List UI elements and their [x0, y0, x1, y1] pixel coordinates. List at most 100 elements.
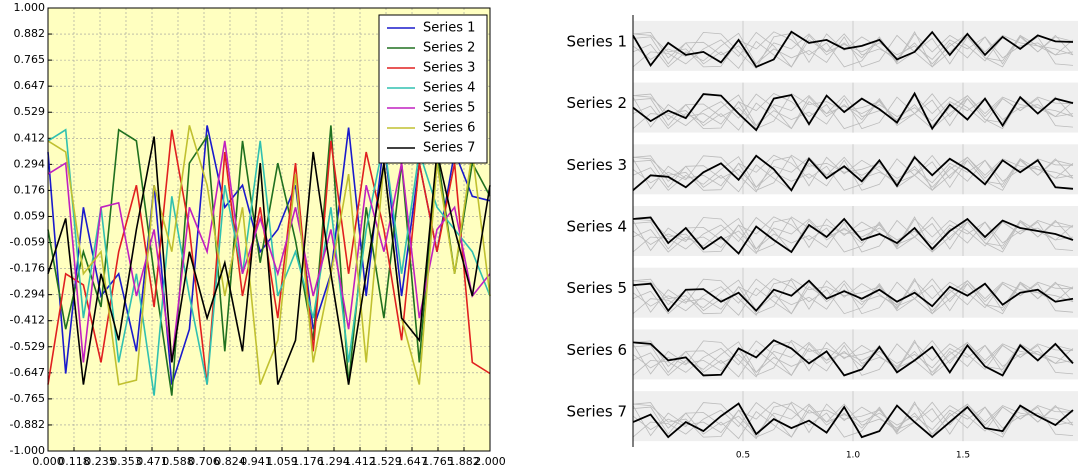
facet-context-line: [632, 278, 1074, 315]
x-tick-label: 0.235: [84, 455, 116, 468]
y-tick-label: 0.176: [14, 183, 46, 196]
y-tick-label: 0.059: [14, 209, 46, 222]
facet-context-line: [632, 216, 1074, 253]
x-tick-label: 1.529: [370, 455, 402, 468]
y-tick-label: 0.294: [14, 157, 46, 170]
facet-line: [632, 216, 1074, 255]
line: [47, 128, 491, 396]
legend-label: Series 4: [423, 81, 475, 96]
legend-label: Series 1: [423, 21, 475, 36]
y-tick-label: 0.882: [14, 27, 46, 40]
y-tick-label: -0.176: [10, 262, 45, 275]
x-tick-label: 1.294: [318, 455, 350, 468]
facet-context-line: [632, 401, 1074, 438]
facet-label: Series 5: [567, 279, 627, 297]
x-tick-label: 0.471: [136, 455, 168, 468]
y-tick-label: -0.412: [10, 314, 45, 327]
facet-x-tick-label: 1.0: [846, 451, 861, 461]
x-tick-label: 1.059: [266, 455, 298, 468]
facet-context-line: [632, 279, 1074, 315]
facet-x-tick-label: 1.5: [956, 451, 970, 461]
facet-x-tick-label: 0.5: [736, 451, 750, 461]
facet-context-line: [632, 340, 1074, 378]
legend-label: Series 2: [423, 41, 475, 56]
facet-label: Series 7: [567, 403, 627, 421]
facet-line: [632, 279, 1074, 313]
facet-context-line: [632, 402, 1074, 440]
facet-context-line: [632, 341, 1074, 374]
y-tick-label: -0.529: [10, 340, 45, 353]
legend-label: Series 5: [423, 101, 475, 116]
facet-label: Series 6: [567, 341, 627, 359]
facet-context-line: [632, 341, 1074, 376]
x-tick-label: 0.353: [110, 455, 142, 468]
y-tick-label: -1.000: [10, 444, 45, 457]
facet-context-line: [632, 154, 1074, 193]
facet-context-line: [632, 93, 1074, 130]
y-tick-label: -0.882: [10, 418, 45, 431]
facet-context-line: [632, 216, 1074, 253]
facet-context-line: [632, 31, 1074, 70]
y-tick-label: -0.059: [10, 236, 45, 249]
legend-label: Series 7: [423, 141, 475, 156]
x-tick-label: 0.941: [240, 455, 272, 468]
facet-line: [632, 30, 1074, 69]
x-tick-label: 0.824: [214, 455, 246, 468]
facet-line: [632, 339, 1074, 377]
facet-context-line: [632, 216, 1074, 253]
facet-label: Series 1: [567, 32, 627, 50]
facet-label: Series 3: [567, 156, 627, 174]
y-tick-label: -0.647: [10, 366, 45, 379]
facet-context-line: [632, 339, 1074, 376]
facet-context-line: [632, 95, 1074, 127]
facet-context-line: [632, 401, 1074, 438]
facet-line: [632, 402, 1074, 439]
plot-frame: [47, 7, 491, 452]
facet-context-line: [632, 217, 1074, 253]
facet-line: [632, 154, 1074, 192]
x-tick-label: 0.706: [188, 455, 220, 468]
facet-context-line: [632, 156, 1074, 188]
line: [47, 136, 491, 385]
facet-context-line: [632, 32, 1074, 68]
line: [47, 125, 491, 386]
legend-label: Series 6: [423, 121, 475, 136]
x-tick-label: 0.000: [32, 455, 64, 468]
facet-context-line: [632, 31, 1074, 68]
facet-context-line: [632, 30, 1074, 70]
legend-box: [378, 14, 488, 164]
y-tick-label: 0.647: [14, 79, 46, 92]
x-tick-label: 1.176: [292, 455, 324, 468]
facet-context-line: [632, 155, 1074, 193]
facet-context-line: [632, 156, 1074, 191]
x-tick-label: 1.882: [448, 455, 480, 468]
x-tick-label: 2.000: [474, 455, 506, 468]
facet-context-line: [632, 93, 1074, 130]
y-tick-label: 1.000: [14, 1, 46, 14]
facet-context-line: [632, 278, 1074, 315]
x-tick-label: 1.765: [422, 455, 454, 468]
facet-context-line: [632, 154, 1074, 191]
facet-context-line: [632, 278, 1074, 316]
y-tick-label: 0.412: [14, 131, 46, 144]
facet-context-line: [632, 92, 1074, 130]
legend-label: Series 3: [423, 61, 475, 76]
x-tick-label: 0.588: [162, 455, 194, 468]
facet-context-line: [632, 403, 1074, 435]
x-tick-label: 1.647: [396, 455, 428, 468]
x-tick-label: 0.118: [58, 455, 90, 468]
y-tick-label: 0.765: [14, 53, 46, 66]
facet-label: Series 2: [567, 94, 627, 112]
x-tick-label: 1.412: [344, 455, 376, 468]
y-tick-label: -0.294: [10, 288, 45, 301]
line: [47, 140, 491, 363]
facet-context-line: [632, 401, 1074, 440]
y-tick-label: -0.765: [10, 392, 45, 405]
line: [47, 129, 491, 385]
facet-context-line: [632, 218, 1074, 250]
y-tick-label: 0.529: [14, 105, 46, 118]
facet-context-line: [632, 339, 1074, 378]
facet-line: [632, 91, 1074, 132]
facet-context-line: [632, 340, 1074, 377]
